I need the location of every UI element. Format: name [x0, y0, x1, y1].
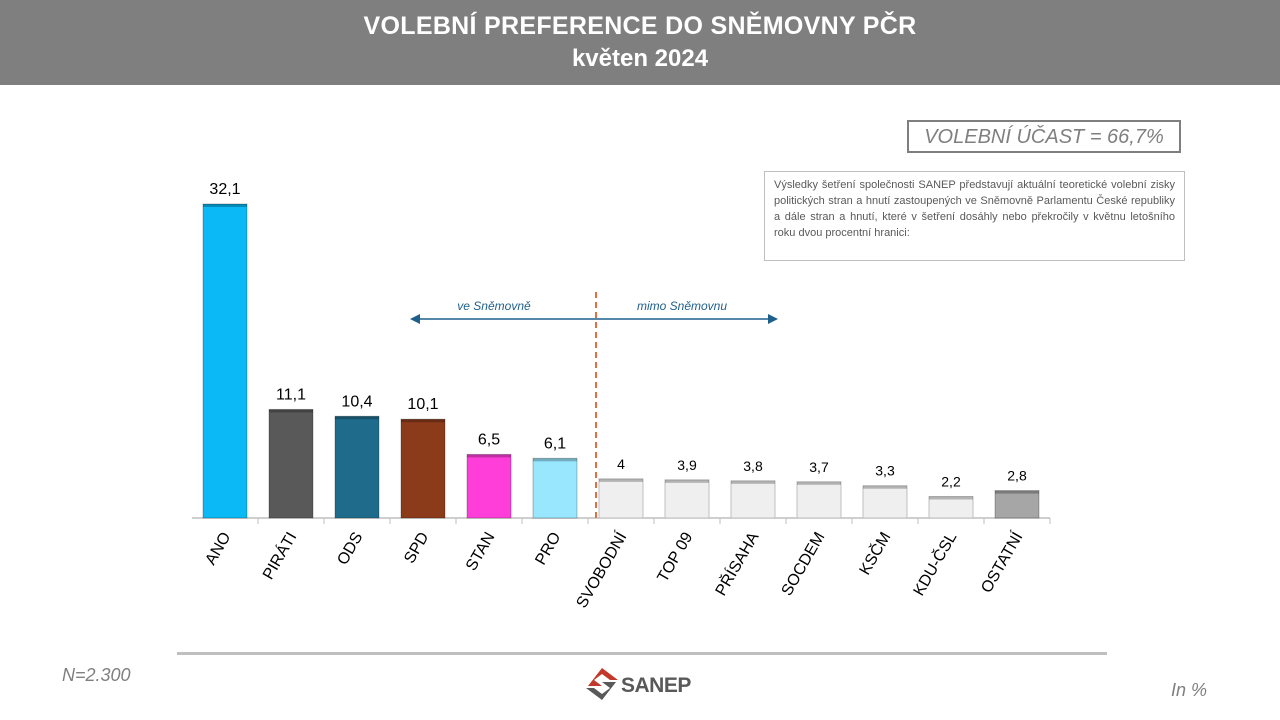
- category-label-kdu-čsl: KDU-ČSL: [909, 528, 961, 598]
- category-label-přísaha: PŘÍSAHA: [711, 528, 763, 599]
- bar-spd: [400, 418, 446, 519]
- bar-socdem: [796, 481, 842, 519]
- bar-top-svobodní: [599, 478, 643, 482]
- bar-ostatní: [994, 490, 1040, 519]
- bar-top-ano: [203, 204, 247, 207]
- value-label-ksčm: 3,3: [875, 463, 895, 479]
- bar-top-ods: [335, 416, 379, 420]
- unit-label: In %: [1171, 680, 1208, 700]
- bar-pro: [532, 457, 578, 519]
- bar-ksčm: [862, 485, 908, 519]
- bar-top-ksčm: [863, 485, 907, 489]
- category-label-ksčm: KSČM: [855, 529, 895, 579]
- header-banner: VOLEBNÍ PREFERENCE DO SNĚMOVNY PČR květe…: [0, 0, 1280, 85]
- arrow-head-right: [768, 314, 778, 324]
- value-label-stan: 6,5: [478, 431, 500, 448]
- category-label-pro: PRO: [532, 530, 564, 569]
- bar-top-kdu-čsl: [929, 496, 973, 500]
- value-label-spd: 10,1: [407, 396, 438, 413]
- bar-top-piráti: [269, 409, 313, 413]
- bar-top-spd: [401, 419, 445, 423]
- category-label-piráti: PIRÁTI: [258, 529, 300, 583]
- bar-stan: [466, 453, 512, 519]
- sample-size-label: N=2.300: [62, 665, 131, 685]
- category-label-socdem: SOCDEM: [779, 530, 829, 599]
- bar-top-socdem: [797, 481, 841, 485]
- in-parliament-label: ve Sněmovně: [457, 299, 531, 313]
- bar-ods: [334, 415, 380, 519]
- category-label-svobodní: SVOBODNÍ: [572, 528, 631, 611]
- value-label-ostatní: 2,8: [1007, 468, 1027, 484]
- methodology-note: Výsledky šetření společnosti SANEP předs…: [764, 171, 1185, 261]
- category-label-ostatní: OSTATNÍ: [977, 528, 1027, 596]
- bar-top-pro: [533, 458, 577, 462]
- sanep-logo-icon: [586, 668, 618, 700]
- category-label-ods: ODS: [334, 530, 366, 569]
- bar-ano: [202, 203, 248, 519]
- value-label-ano: 32,1: [209, 181, 240, 198]
- sanep-logo: SANEP: [584, 666, 704, 702]
- chart-subtitle: květen 2024: [571, 45, 709, 72]
- value-label-ods: 10,4: [341, 393, 372, 410]
- logo-text: SANEP: [621, 674, 691, 697]
- footer-divider: [177, 652, 1107, 655]
- turnout-box: VOLEBNÍ ÚČAST = 66,7%: [907, 120, 1181, 153]
- category-label-top 09: TOP 09: [654, 529, 696, 585]
- bar-top-top 09: [665, 479, 709, 483]
- category-label-spd: SPD: [401, 530, 432, 567]
- value-label-přísaha: 3,8: [743, 458, 763, 474]
- bar-kdu-čsl: [928, 495, 974, 519]
- bar-piráti: [268, 408, 314, 519]
- bar-top-ostatní: [995, 490, 1039, 494]
- outside-parliament-label: mimo Sněmovnu: [637, 299, 727, 313]
- value-label-socdem: 3,7: [809, 459, 829, 475]
- bar-svobodní: [598, 478, 644, 519]
- arrow-head-left: [410, 314, 420, 324]
- value-label-kdu-čsl: 2,2: [941, 473, 961, 489]
- bar-top-stan: [467, 454, 511, 458]
- chart-title: VOLEBNÍ PREFERENCE DO SNĚMOVNY PČR: [363, 12, 917, 40]
- category-label-ano: ANO: [202, 530, 234, 569]
- value-label-pro: 6,1: [544, 435, 566, 452]
- bar-top 09: [664, 479, 710, 519]
- bar-přísaha: [730, 480, 776, 519]
- value-label-piráti: 11,1: [276, 386, 306, 403]
- category-label-stan: STAN: [463, 530, 498, 574]
- value-label-svobodní: 4: [617, 456, 625, 472]
- value-label-top 09: 3,9: [677, 457, 697, 473]
- bar-top-přísaha: [731, 480, 775, 484]
